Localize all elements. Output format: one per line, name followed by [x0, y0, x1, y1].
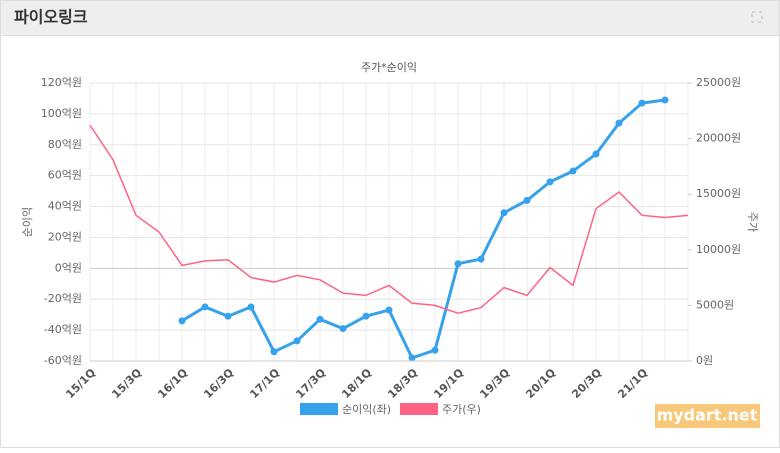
series-line — [181, 98, 666, 360]
y-tick-label: 100억원 — [41, 107, 82, 120]
point — [178, 317, 186, 325]
y-axis-title: 순이익 — [21, 207, 34, 237]
chart-title: 주가*순이익 — [361, 61, 417, 74]
point — [224, 312, 232, 320]
point — [454, 260, 462, 268]
y-tick-label: 0억원 — [55, 261, 82, 274]
watermark-bg — [655, 404, 760, 428]
point — [270, 348, 278, 356]
panel-header — [0, 0, 780, 36]
y-tick-label: -20억원 — [44, 292, 82, 305]
point — [638, 99, 646, 107]
point — [661, 96, 669, 104]
point — [362, 312, 370, 320]
watermark: mydart.net — [657, 406, 758, 425]
y2-tick-label: 20000원 — [696, 132, 741, 145]
y-tick-label: 120억원 — [41, 76, 82, 89]
legend-label: 순이익(좌) — [342, 403, 391, 416]
y-tick-label: -40억원 — [44, 323, 82, 336]
y-tick-label: 40억원 — [48, 200, 82, 213]
point — [247, 303, 255, 311]
y-tick-label: -60억원 — [44, 354, 82, 367]
point — [431, 346, 439, 354]
legend-swatch — [300, 403, 338, 415]
panel-title: 파이오링크 — [14, 8, 88, 27]
point — [385, 306, 393, 314]
series-line — [89, 124, 689, 314]
y2-tick-label: 15000원 — [696, 187, 741, 200]
point — [569, 167, 577, 175]
y2-tick-label: 10000원 — [696, 243, 741, 256]
y2-tick-label: 25000원 — [696, 76, 741, 89]
y2-tick-label: 5000원 — [696, 298, 734, 311]
point — [500, 209, 508, 217]
y-tick-label: 20억원 — [48, 230, 82, 243]
y2-axis-title: 주가 — [746, 212, 759, 232]
expand-icon[interactable] — [751, 11, 763, 23]
point — [477, 255, 485, 263]
y-tick-label: 60억원 — [48, 169, 82, 182]
legend-swatch — [400, 403, 438, 415]
point — [293, 337, 301, 345]
point — [201, 303, 209, 311]
y-tick-label: 80억원 — [48, 138, 82, 151]
legend-label: 주가(우) — [442, 403, 481, 416]
point — [408, 354, 416, 362]
point — [316, 315, 324, 323]
point — [592, 150, 600, 158]
point — [339, 325, 347, 333]
point — [546, 178, 554, 186]
point — [615, 119, 623, 127]
point — [523, 196, 531, 204]
y2-tick-label: 0원 — [696, 354, 713, 367]
